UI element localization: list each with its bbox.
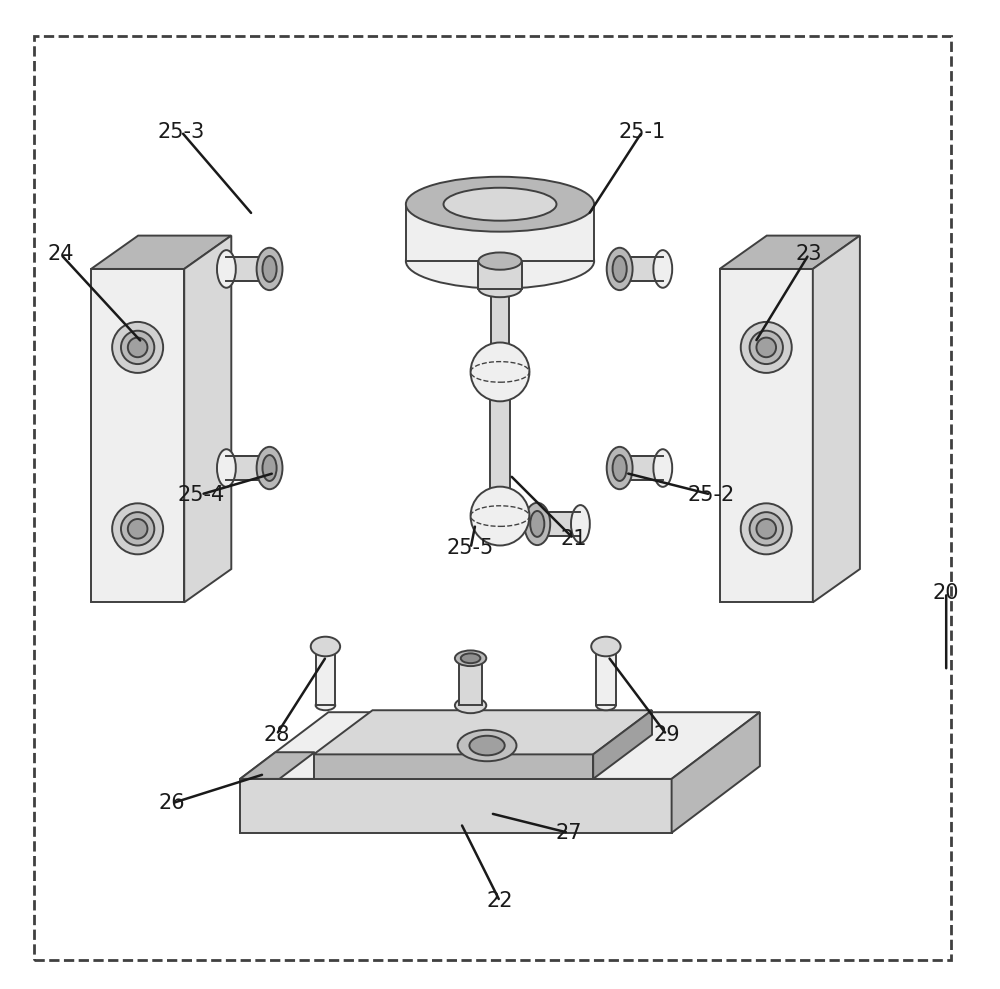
- Ellipse shape: [653, 250, 672, 288]
- Text: 22: 22: [487, 891, 513, 912]
- Text: 27: 27: [555, 823, 582, 843]
- Polygon shape: [478, 261, 522, 289]
- Text: 26: 26: [158, 793, 185, 813]
- Polygon shape: [314, 755, 593, 779]
- Ellipse shape: [478, 252, 522, 270]
- Ellipse shape: [607, 447, 633, 490]
- Ellipse shape: [455, 697, 486, 713]
- Ellipse shape: [458, 730, 516, 762]
- Ellipse shape: [262, 455, 277, 481]
- Ellipse shape: [469, 736, 505, 756]
- Polygon shape: [316, 647, 335, 705]
- Ellipse shape: [112, 503, 163, 554]
- Text: 25-5: 25-5: [447, 538, 494, 559]
- Ellipse shape: [217, 250, 236, 288]
- Ellipse shape: [653, 449, 672, 487]
- Polygon shape: [184, 235, 231, 602]
- Ellipse shape: [613, 256, 627, 282]
- Text: 20: 20: [933, 583, 959, 602]
- Polygon shape: [596, 647, 616, 705]
- Ellipse shape: [311, 637, 340, 657]
- Text: 24: 24: [47, 244, 74, 264]
- Ellipse shape: [262, 256, 277, 282]
- Ellipse shape: [406, 177, 594, 231]
- Ellipse shape: [217, 449, 236, 487]
- Polygon shape: [91, 269, 184, 602]
- Ellipse shape: [257, 447, 282, 490]
- Polygon shape: [537, 512, 580, 536]
- Ellipse shape: [750, 512, 783, 546]
- Ellipse shape: [591, 637, 621, 657]
- Polygon shape: [91, 235, 231, 269]
- Ellipse shape: [128, 519, 147, 539]
- Text: 21: 21: [560, 529, 587, 549]
- Ellipse shape: [128, 337, 147, 357]
- Polygon shape: [813, 235, 860, 602]
- Ellipse shape: [756, 519, 776, 539]
- Polygon shape: [226, 456, 270, 480]
- Polygon shape: [490, 393, 510, 495]
- Polygon shape: [491, 289, 509, 348]
- Text: 25-1: 25-1: [619, 122, 666, 141]
- Ellipse shape: [112, 321, 163, 373]
- Ellipse shape: [571, 505, 590, 543]
- Circle shape: [471, 342, 529, 402]
- Ellipse shape: [406, 233, 594, 289]
- Ellipse shape: [121, 512, 154, 546]
- Ellipse shape: [530, 511, 544, 537]
- Text: 29: 29: [653, 725, 680, 745]
- Polygon shape: [720, 269, 813, 602]
- Ellipse shape: [741, 321, 792, 373]
- Ellipse shape: [121, 330, 154, 364]
- Polygon shape: [240, 779, 672, 833]
- Ellipse shape: [461, 654, 480, 664]
- Ellipse shape: [741, 503, 792, 554]
- Polygon shape: [406, 204, 594, 261]
- Polygon shape: [620, 257, 663, 281]
- Ellipse shape: [316, 700, 335, 710]
- Ellipse shape: [524, 502, 550, 545]
- Ellipse shape: [478, 280, 522, 297]
- Polygon shape: [314, 710, 652, 755]
- Text: 28: 28: [263, 725, 290, 745]
- Polygon shape: [240, 753, 315, 779]
- Text: 25-4: 25-4: [177, 485, 225, 504]
- Text: 25-3: 25-3: [158, 122, 205, 141]
- Ellipse shape: [444, 188, 556, 221]
- Polygon shape: [240, 712, 760, 779]
- Ellipse shape: [596, 700, 616, 710]
- Text: 25-2: 25-2: [687, 485, 734, 504]
- Circle shape: [471, 487, 529, 546]
- Polygon shape: [226, 257, 270, 281]
- Ellipse shape: [607, 248, 633, 290]
- Ellipse shape: [756, 337, 776, 357]
- Polygon shape: [459, 659, 482, 705]
- Polygon shape: [620, 456, 663, 480]
- Polygon shape: [593, 710, 652, 779]
- Text: 23: 23: [796, 244, 822, 264]
- Ellipse shape: [613, 455, 627, 481]
- Ellipse shape: [257, 248, 282, 290]
- Ellipse shape: [455, 651, 486, 667]
- Ellipse shape: [750, 330, 783, 364]
- Polygon shape: [672, 712, 760, 833]
- Polygon shape: [720, 235, 860, 269]
